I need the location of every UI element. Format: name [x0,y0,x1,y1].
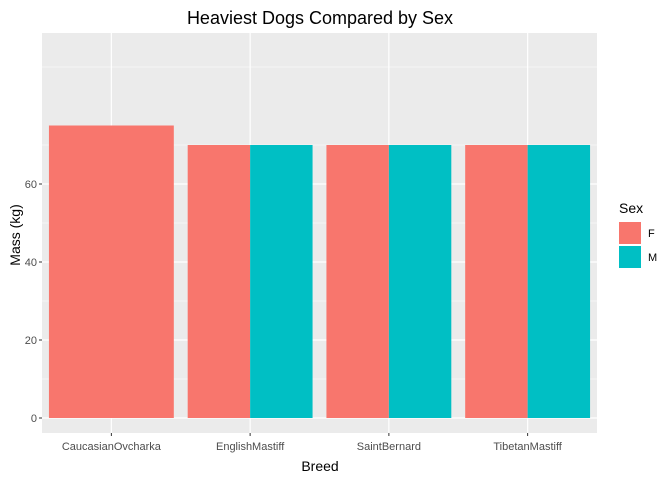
x-axis-title: Breed [301,458,338,474]
y-axis: 0 20 40 60 [25,179,42,425]
legend: Sex FM [619,200,657,268]
bar-caucasianovcharka-f [48,125,174,418]
x-axis: CaucasianOvcharka EnglishMastiff SaintBern… [62,433,563,453]
bars [48,125,591,418]
legend-key-f [619,222,641,244]
bar-tibetanmastiff-m [527,145,591,418]
bar-englishmastiff-m [250,145,313,418]
bar-tibetanmastiff-f [465,145,528,418]
y-tick-label: 60 [25,179,37,191]
bar-saintbernard-m [388,145,452,418]
y-tick-label: 0 [31,413,37,425]
y-axis-title: Mass (kg) [7,204,23,265]
x-tick-label: TibetanMastiff [493,441,562,453]
bar-englishmastiff-f [187,145,251,418]
y-tick-label: 20 [25,335,37,347]
x-tick-label: EnglishMastiff [216,441,285,453]
legend-title: Sex [619,200,643,216]
chart-title: Heaviest Dogs Compared by Sex [187,8,453,28]
x-tick-label: CaucasianOvcharka [62,441,162,453]
legend-label-f: F [648,228,655,240]
y-tick-label: 40 [25,257,37,269]
x-tick-label: SaintBernard [357,441,421,453]
legend-label-m: M [648,252,657,264]
legend-key-m [619,246,641,268]
bar-saintbernard-f [326,145,389,418]
